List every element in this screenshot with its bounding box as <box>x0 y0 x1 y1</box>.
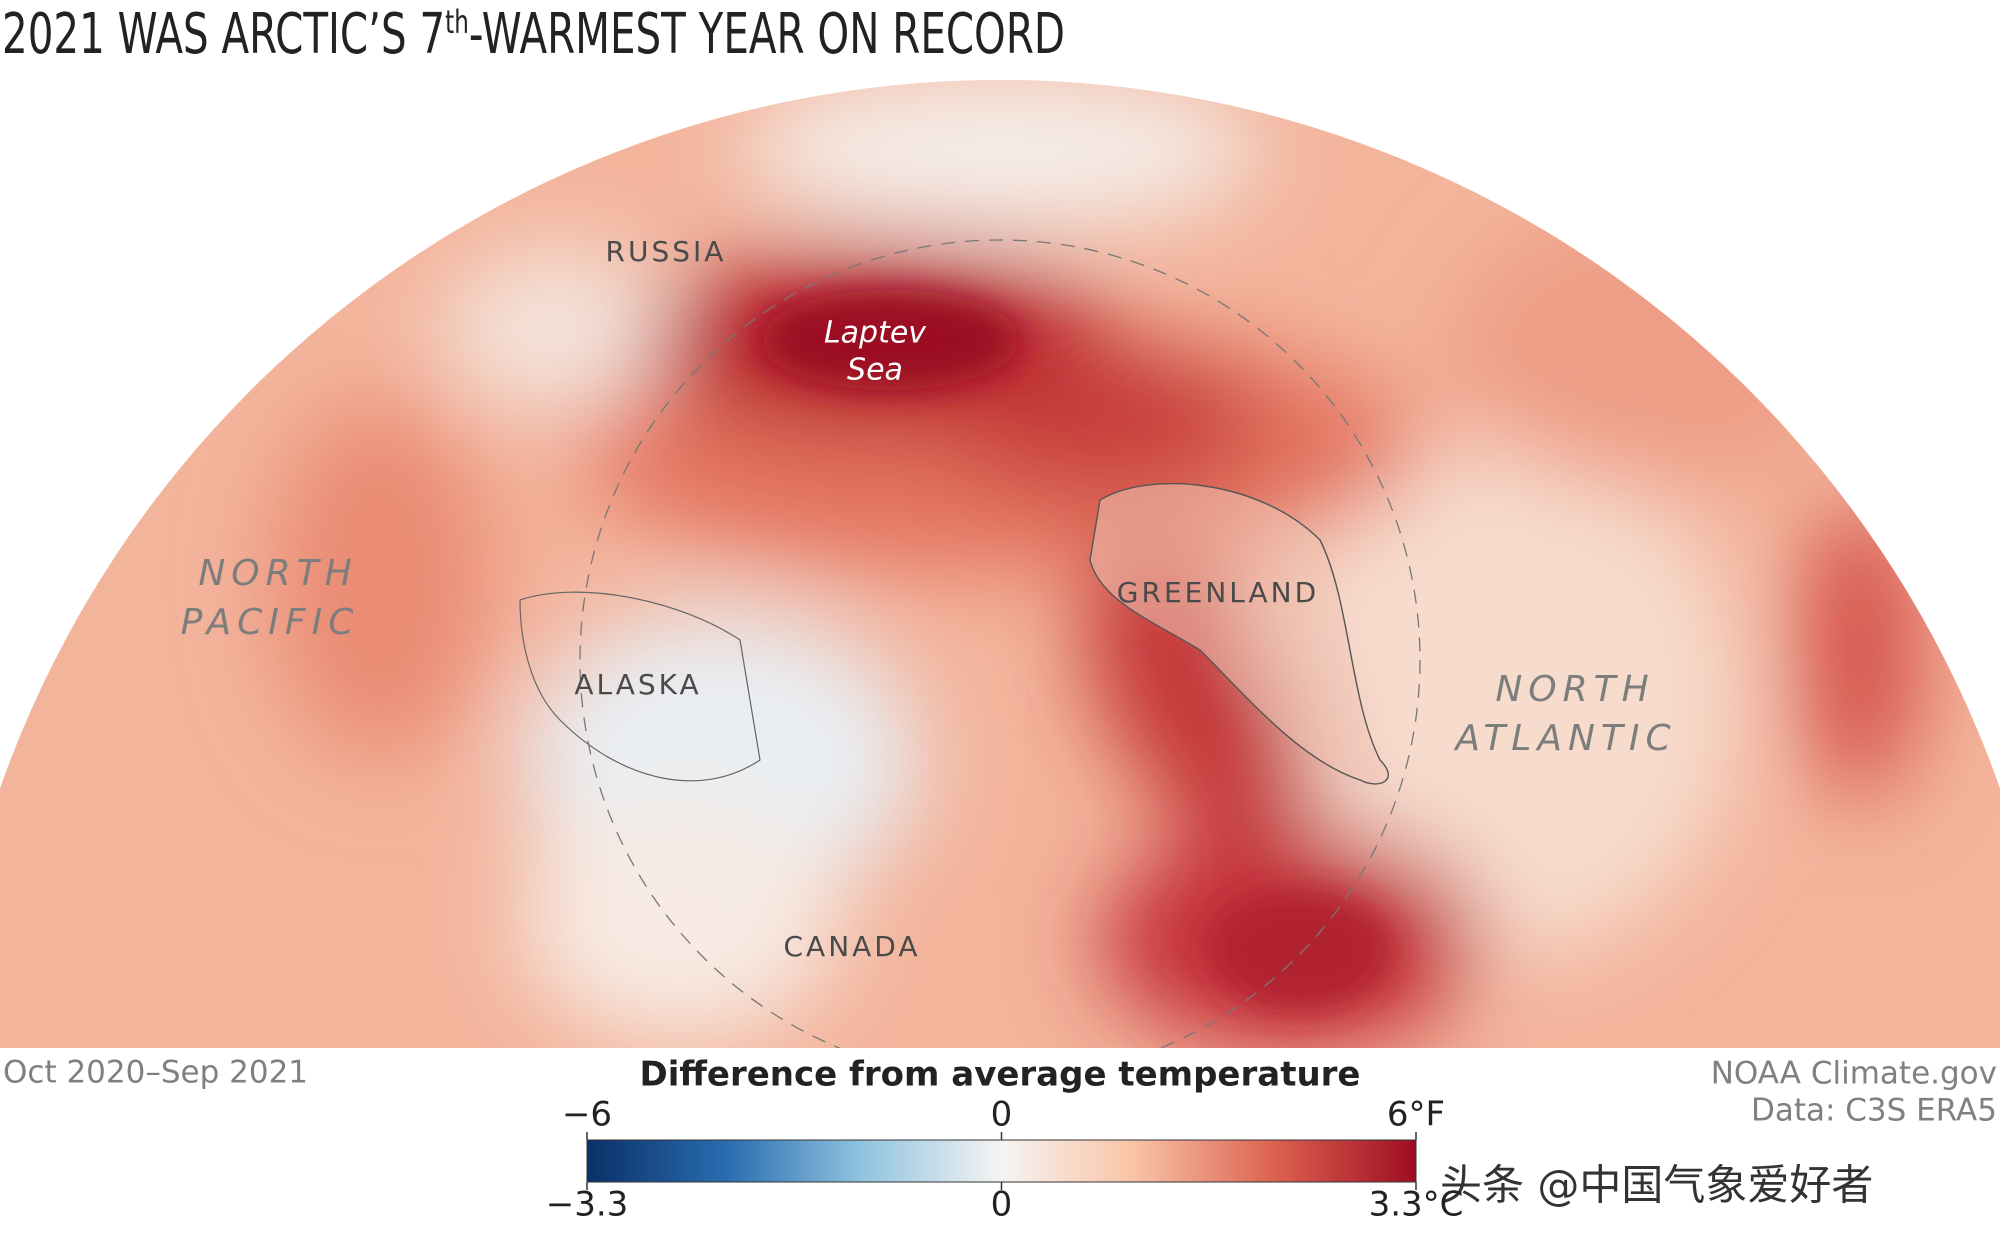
alaska-outline <box>519 591 761 782</box>
colorbar-tick-label: −3.3 <box>546 1185 629 1225</box>
map-label: Sea <box>847 353 903 388</box>
map-label: ATLANTIC <box>1453 718 1676 759</box>
watermark: 头条 @中国气象爱好者 <box>1440 1161 1873 1210</box>
map-label: Laptev <box>824 316 927 351</box>
colorbar <box>586 1139 1417 1183</box>
colorbar-tick-label: 6°F <box>1387 1095 1445 1135</box>
credit: NOAA Climate.gov <box>1711 1056 1997 1092</box>
period: Oct 2020–Sep 2021 <box>3 1055 308 1091</box>
title-part: -WARMEST YEAR ON RECORD <box>469 2 1065 67</box>
title: 2021 WAS ARCTIC’S 7th-WARMEST YEAR ON RE… <box>2 2 1065 67</box>
greenland-outline <box>1089 482 1389 785</box>
map-label: CANADA <box>783 930 920 963</box>
title-part: 2021 WAS ARCTIC’S 7 <box>2 2 445 67</box>
anomaly-core <box>760 290 1390 1010</box>
map-label: PACIFIC <box>181 602 360 643</box>
arctic-circle <box>579 239 1421 1048</box>
map-label: GREENLAND <box>1117 576 1319 609</box>
title-superscript: th <box>445 3 469 41</box>
map-label: NORTH <box>198 553 357 594</box>
map-label: RUSSIA <box>606 235 727 268</box>
colorbar-tick-label: 3.3°C <box>1369 1185 1464 1225</box>
colorbar-title: Difference from average temperature <box>640 1055 1361 1095</box>
anomaly-field <box>270 80 1920 1048</box>
map-label: NORTH <box>1495 669 1654 710</box>
colorbar-tick-label: −6 <box>562 1095 612 1135</box>
data-source: Data: C3S ERA5 <box>1751 1093 1997 1129</box>
colorbar-tick-label: 0 <box>991 1095 1013 1135</box>
map-label: ALASKA <box>574 668 701 701</box>
colorbar-tick-label: 0 <box>991 1185 1013 1225</box>
